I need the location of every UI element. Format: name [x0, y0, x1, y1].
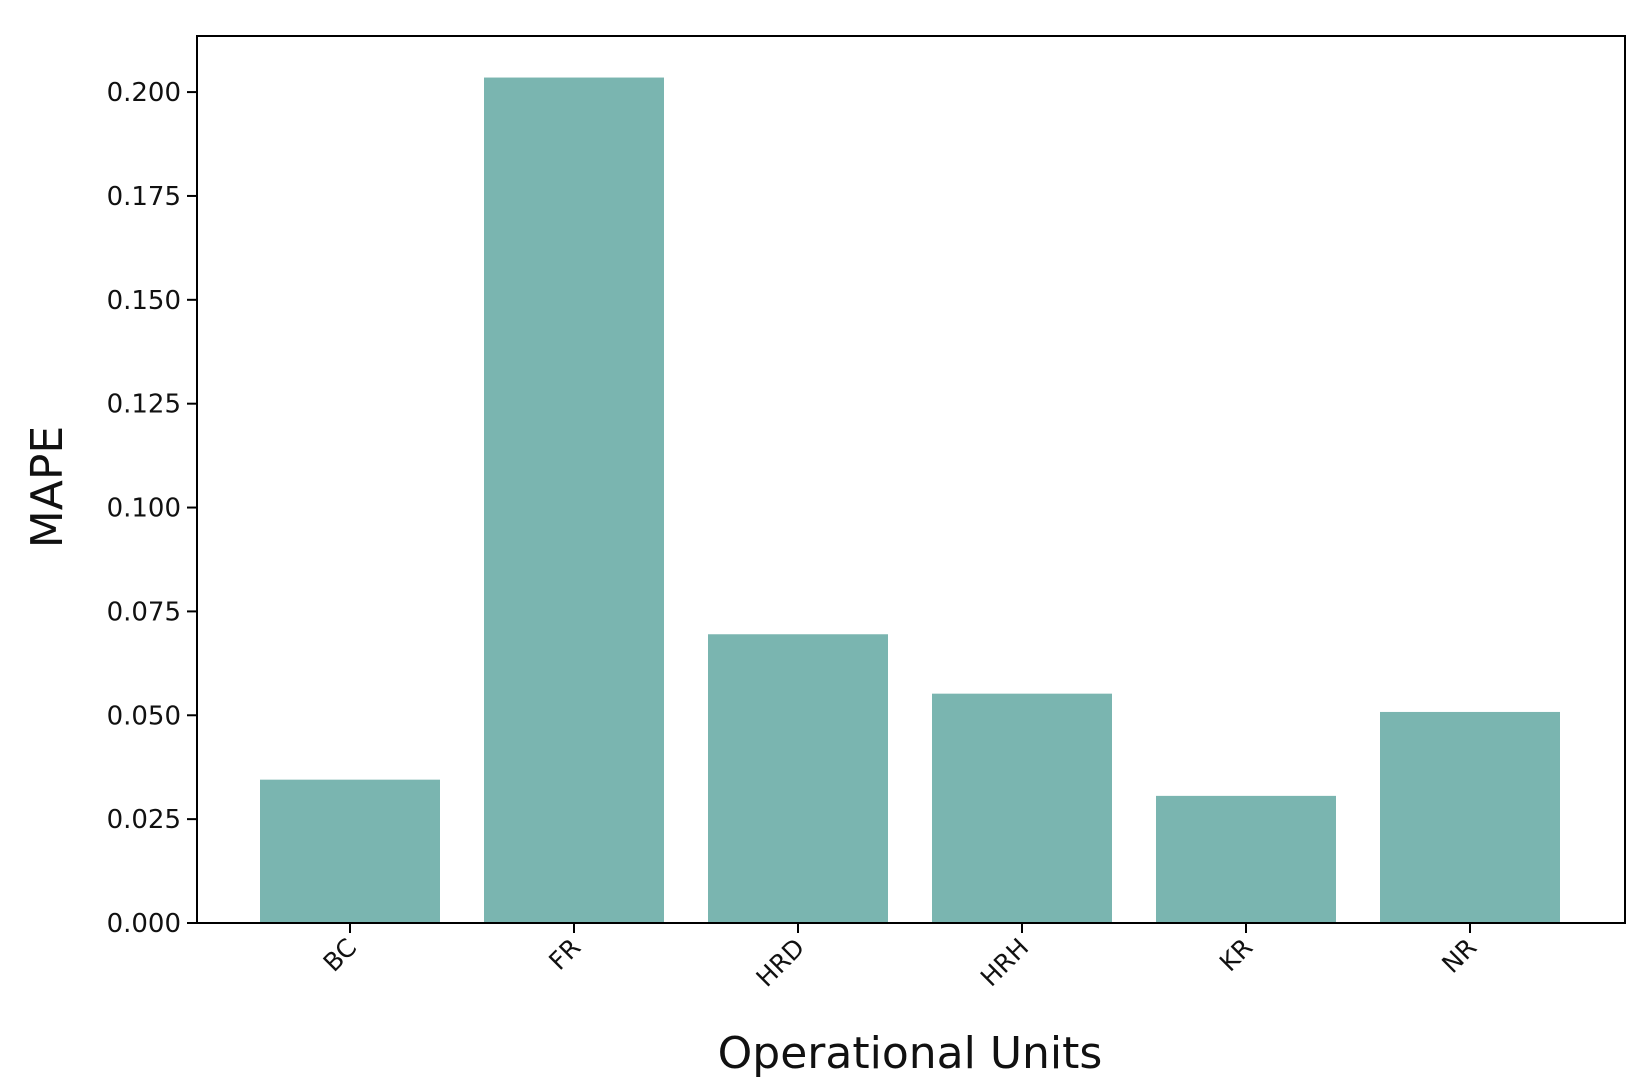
bar-fr — [484, 77, 664, 924]
plot-frame — [196, 35, 1626, 924]
x-axis-label: Operational Units — [718, 1028, 1103, 1079]
y-axis: 0.000 0.025 0.050 0.075 0.100 0.125 0.150 0.175… — [107, 78, 197, 939]
y-tick-label: 0.100 — [107, 494, 181, 524]
y-tick-label: 0.150 — [107, 286, 181, 316]
y-axis-label: MAPE — [22, 426, 73, 548]
y-tick-label: 0.125 — [107, 390, 181, 420]
bar-kr — [1156, 795, 1336, 923]
x-axis: BC FR HRD HRH KR NR — [318, 923, 1482, 993]
bars-layer — [260, 77, 1560, 924]
x-tick-label: HRD — [751, 933, 811, 993]
x-tick-label: KR — [1214, 933, 1258, 977]
y-tick-label: 0.050 — [107, 701, 181, 731]
bar-hrh — [932, 693, 1112, 923]
y-tick-label: 0.025 — [107, 805, 181, 835]
x-tick-label: HRH — [975, 933, 1034, 992]
y-tick-label: 0.000 — [107, 909, 181, 939]
x-tick-label: FR — [543, 933, 586, 976]
y-tick-label: 0.200 — [107, 78, 181, 108]
bar-nr — [1380, 711, 1560, 923]
bar-hrd — [708, 634, 888, 923]
x-tick-label: NR — [1436, 933, 1482, 979]
x-tick-label: BC — [318, 933, 363, 978]
bar-bc — [260, 779, 440, 923]
y-tick-label: 0.075 — [107, 597, 181, 627]
y-tick-label: 0.175 — [107, 182, 181, 212]
